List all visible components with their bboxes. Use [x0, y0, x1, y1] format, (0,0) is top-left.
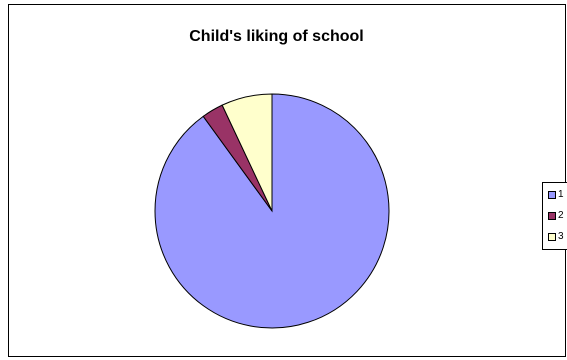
legend-item-1: 1: [548, 189, 567, 201]
chart-title: Child's liking of school: [189, 28, 364, 45]
legend-swatch-2: [548, 212, 556, 220]
legend-item-2: 2: [548, 210, 567, 222]
pie-slice-3: [221, 93, 273, 212]
legend-label-2: 2: [558, 210, 564, 221]
legend-swatch-3: [548, 233, 556, 241]
legend-swatch-1: [548, 191, 556, 199]
legend: 1 2 3: [542, 182, 567, 250]
legend-label-3: 3: [558, 231, 564, 242]
legend-label-1: 1: [558, 189, 564, 200]
legend-item-3: 3: [548, 231, 567, 243]
